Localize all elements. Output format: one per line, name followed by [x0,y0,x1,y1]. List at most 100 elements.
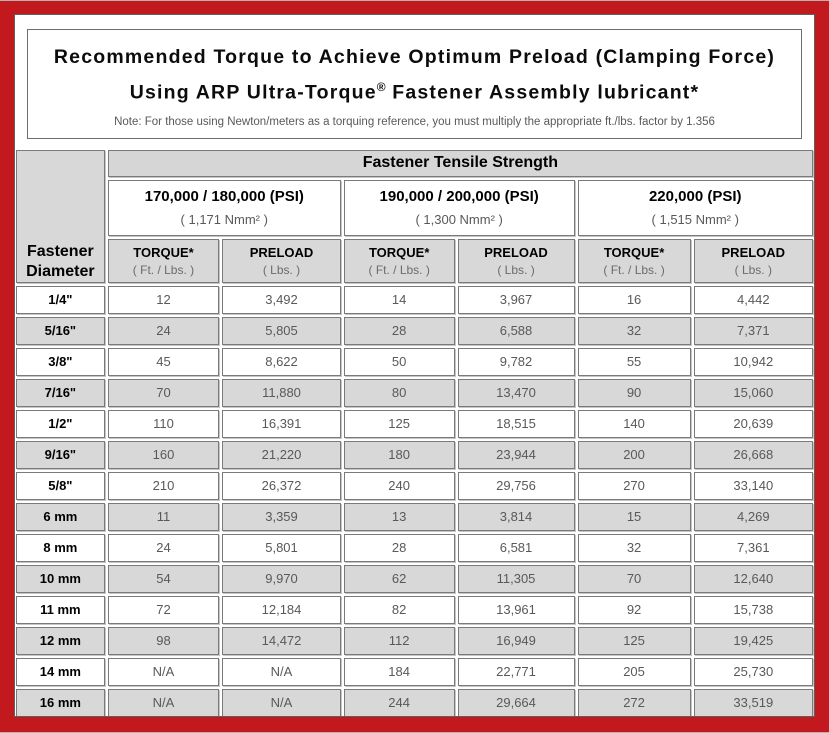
value-cell: 21,220 [222,440,341,469]
value-cell: 184 [343,657,455,686]
tensile-header-row: Fastener Diameter Fastener Tensile Stren… [16,149,813,283]
value-cell: 3,492 [222,285,341,314]
value-cell: 3,359 [222,502,341,531]
value-cell: 5,805 [222,316,341,345]
value-cell: 92 [577,595,691,624]
value-cell: 28 [343,533,455,562]
value-cell: 82 [343,595,455,624]
torque-column-header: TORQUE* ( Ft. / Lbs. ) [343,238,455,283]
value-cell: N/A [222,657,341,686]
diameter-cell: 12 mm [16,626,105,655]
corner-header-fastener-diameter: Fastener Diameter [16,149,105,283]
value-cell: 5,801 [222,533,341,562]
table-row: 5/8" 210 26,372 240 29,756 270 33,140 [16,471,813,500]
psi-group-170-180: 170,000 / 180,000 (PSI) ( 1,171 Nmm² ) [107,179,341,236]
value-cell: 110 [107,409,220,438]
value-cell: 24 [107,533,220,562]
value-cell: 14,472 [222,626,341,655]
value-cell: 62 [343,564,455,593]
value-cell: 24 [107,316,220,345]
diameter-cell: 6 mm [16,502,105,531]
value-cell: 272 [577,688,691,716]
psi-label: 220,000 (PSI) [648,188,742,205]
value-cell: 240 [343,471,455,500]
value-cell: 15 [577,502,691,531]
preload-column-header: PRELOAD ( Lbs. ) [457,238,575,283]
diameter-cell: 5/16" [16,316,105,345]
preload-units: ( Lbs. ) [262,262,301,277]
torque-units: ( Ft. / Lbs. ) [603,262,665,277]
value-cell: 125 [343,409,455,438]
value-cell: 15,738 [693,595,813,624]
value-cell: 140 [577,409,691,438]
table-row: 6 mm 11 3,359 13 3,814 15 4,269 [16,502,813,531]
torque-units: ( Ft. / Lbs. ) [132,262,195,277]
value-cell: 13,470 [457,378,575,407]
value-cell: 25,730 [693,657,813,686]
value-cell: 98 [107,626,220,655]
value-cell: 54 [107,564,220,593]
psi-label: 170,000 / 180,000 (PSI) [144,188,304,205]
column-header-row: TORQUE* ( Ft. / Lbs. ) PRELOAD ( Lbs. ) … [16,238,813,283]
value-cell: N/A [107,688,220,716]
value-cell: 16,391 [222,409,341,438]
value-cell: 12,184 [222,595,341,624]
value-cell: 210 [107,471,220,500]
value-cell: 13 [343,502,455,531]
psi-group-190-200: 190,000 / 200,000 (PSI) ( 1,300 Nmm² ) [343,179,575,236]
value-cell: 16 [577,285,691,314]
diameter-cell: 8 mm [16,533,105,562]
value-cell: 55 [577,347,691,376]
value-cell: 80 [343,378,455,407]
value-cell: 28 [343,316,455,345]
value-cell: 16,949 [457,626,575,655]
value-cell: 29,664 [457,688,575,716]
table-row: 7/16" 70 11,880 80 13,470 90 15,060 [16,378,813,407]
value-cell: 244 [343,688,455,716]
table-row: 16 mm N/A N/A 244 29,664 272 33,519 [16,688,813,716]
psi-group-row: 170,000 / 180,000 (PSI) ( 1,171 Nmm² ) 1… [16,179,813,236]
value-cell: 23,944 [457,440,575,469]
nmm-label: ( 1,171 Nmm² ) [180,212,268,227]
preload-label: PRELOAD [721,244,786,260]
preload-label: PRELOAD [484,244,548,260]
value-cell: 70 [107,378,220,407]
table-row: 9/16" 160 21,220 180 23,944 200 26,668 [16,440,813,469]
torque-label: TORQUE* [603,244,665,260]
value-cell: 8,622 [222,347,341,376]
table-row: 14 mm N/A N/A 184 22,771 205 25,730 [16,657,813,686]
value-cell: 26,668 [693,440,813,469]
value-cell: 3,967 [457,285,575,314]
value-cell: 19,425 [693,626,813,655]
value-cell: 45 [107,347,220,376]
table-row: 8 mm 24 5,801 28 6,581 32 7,361 [16,533,813,562]
diameter-cell: 1/4" [16,285,105,314]
value-cell: 9,782 [457,347,575,376]
value-cell: 32 [577,316,691,345]
value-cell: 10,942 [693,347,813,376]
value-cell: 11,880 [222,378,341,407]
value-cell: 20,639 [693,409,813,438]
subtitle-text-cont: Fastener Assembly lubricant* [385,81,700,104]
value-cell: N/A [222,688,341,716]
value-cell: 3,814 [457,502,575,531]
value-cell: 125 [577,626,691,655]
preload-units: ( Lbs. ) [497,262,535,277]
corner-header-line2: Diameter [26,262,95,280]
value-cell: 13,961 [457,595,575,624]
corner-header-line1: Fastener [27,242,94,260]
value-cell: 6,588 [457,316,575,345]
page-title: Recommended Torque to Achieve Optimum Pr… [53,46,776,68]
preload-column-header: PRELOAD ( Lbs. ) [222,238,341,283]
table-row: 11 mm 72 12,184 82 13,961 92 15,738 [16,595,813,624]
registered-trademark-symbol: ® [376,80,386,94]
table-row: 1/4" 12 3,492 14 3,967 16 4,442 [16,285,813,314]
table-row: 5/16" 24 5,805 28 6,588 32 7,371 [16,316,813,345]
value-cell: 12,640 [693,564,813,593]
value-cell: 200 [577,440,691,469]
value-cell: 9,970 [222,564,341,593]
value-cell: 6,581 [457,533,575,562]
value-cell: 15,060 [693,378,813,407]
torque-table: Fastener Diameter Fastener Tensile Stren… [15,147,814,716]
value-cell: 4,269 [693,502,813,531]
